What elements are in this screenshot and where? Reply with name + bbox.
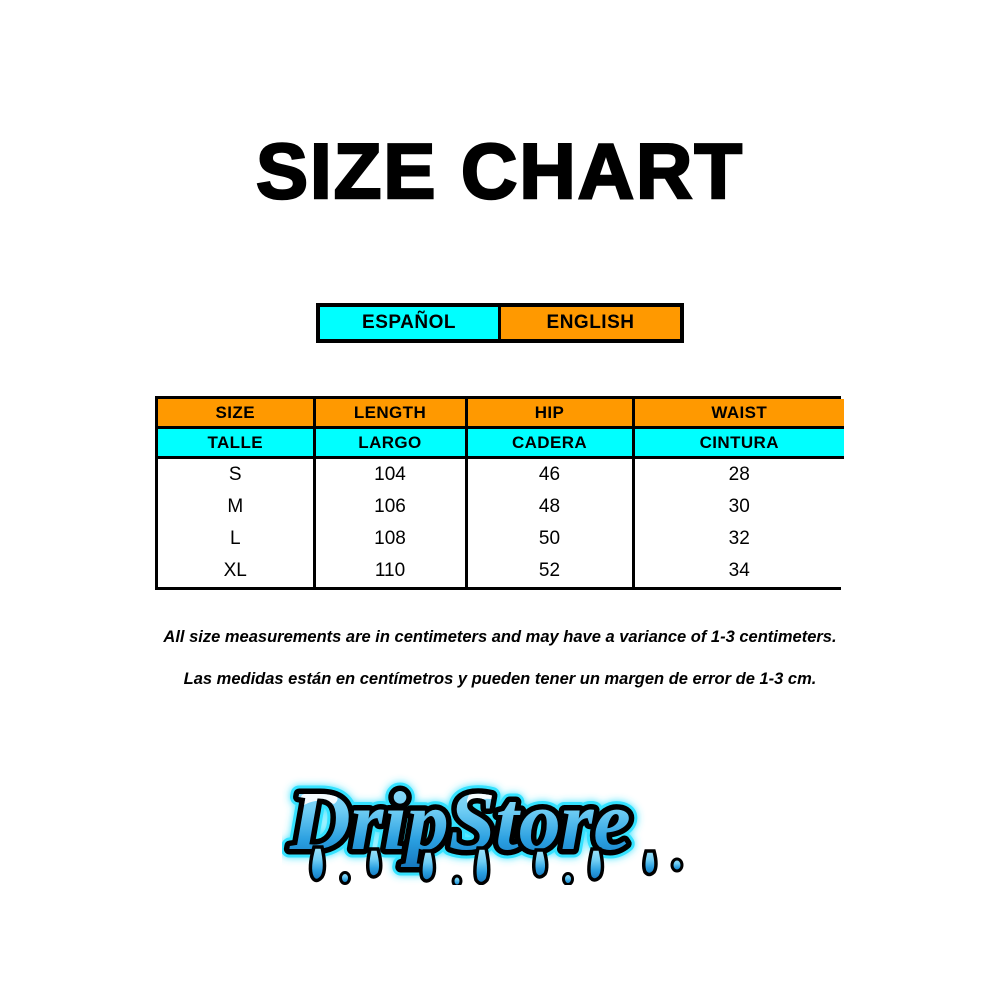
language-button-english[interactable]: ENGLISH bbox=[501, 307, 680, 339]
language-toggle: ESPAÑOL ENGLISH bbox=[316, 303, 684, 343]
svg-text:DripStore: DripStore bbox=[289, 775, 631, 868]
cell-hip: 48 bbox=[464, 491, 633, 524]
cell-size: L bbox=[158, 523, 314, 555]
column-header-hip: HIP bbox=[464, 399, 633, 429]
table-row: S 104 46 28 bbox=[158, 457, 844, 492]
column-header-talle: TALLE bbox=[158, 427, 314, 459]
cell-hip: 46 bbox=[464, 457, 633, 492]
table-row: L 108 50 32 bbox=[158, 523, 844, 555]
column-header-size: SIZE bbox=[158, 399, 314, 429]
column-header-largo: LARGO bbox=[312, 427, 466, 459]
cell-length: 104 bbox=[312, 457, 466, 492]
table-row: XL 110 52 34 bbox=[158, 555, 844, 587]
column-header-cintura: CINTURA bbox=[631, 427, 844, 459]
note-english: All size measurements are in centimeters… bbox=[163, 628, 837, 646]
note-spanish: Las medidas están en centímetros y puede… bbox=[183, 670, 817, 688]
column-header-cadera: CADERA bbox=[464, 427, 633, 459]
size-chart-table: SIZE LENGTH HIP WAIST TALLE LARGO CADERA… bbox=[155, 396, 844, 590]
brand-logo: DripStore DripStore DripStore DripStore bbox=[282, 765, 718, 885]
cell-length: 110 bbox=[312, 555, 466, 587]
column-header-waist: WAIST bbox=[631, 399, 844, 429]
cell-hip: 50 bbox=[464, 523, 633, 555]
svg-text:DripStore: DripStore bbox=[289, 775, 631, 868]
cell-waist: 34 bbox=[631, 555, 844, 587]
cell-length: 106 bbox=[312, 491, 466, 524]
svg-text:DripStore: DripStore bbox=[289, 775, 631, 868]
column-header-length: LENGTH bbox=[312, 399, 466, 429]
cell-size: M bbox=[158, 491, 314, 524]
table-header-row-english: SIZE LENGTH HIP WAIST bbox=[158, 399, 844, 429]
cell-waist: 30 bbox=[631, 491, 844, 524]
cell-waist: 28 bbox=[631, 457, 844, 492]
cell-hip: 52 bbox=[464, 555, 633, 587]
cell-waist: 32 bbox=[631, 523, 844, 555]
page-title: SIZE CHART bbox=[255, 127, 744, 216]
table-header-row-spanish: TALLE LARGO CADERA CINTURA bbox=[158, 427, 844, 459]
cell-size: XL bbox=[158, 555, 314, 587]
cell-length: 108 bbox=[312, 523, 466, 555]
table-row: M 106 48 30 bbox=[158, 491, 844, 524]
cell-size: S bbox=[158, 457, 314, 492]
language-button-spanish[interactable]: ESPAÑOL bbox=[320, 307, 501, 339]
dripstore-logo-icon: DripStore DripStore DripStore DripStore bbox=[282, 767, 684, 885]
